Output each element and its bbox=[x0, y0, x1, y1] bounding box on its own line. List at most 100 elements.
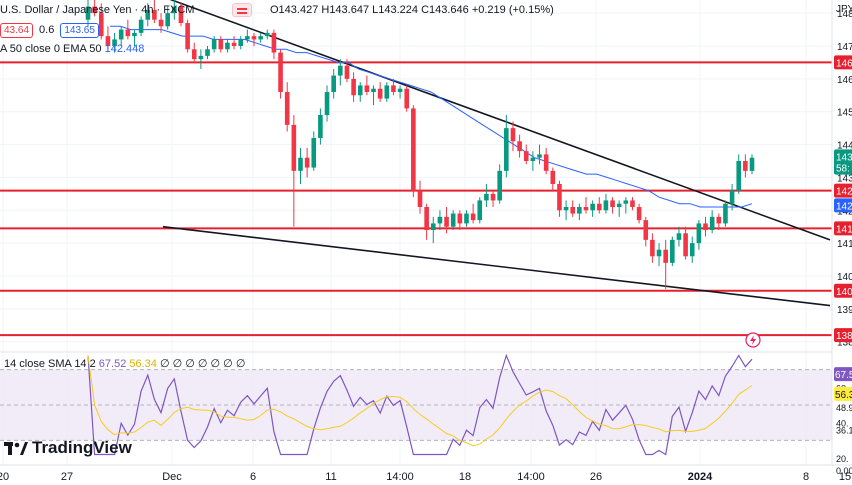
price-label: 143 bbox=[836, 152, 852, 163]
time-tick-label: 6 bbox=[250, 471, 256, 483]
visibility-icon[interactable] bbox=[232, 3, 252, 17]
rsi-pane bbox=[0, 351, 832, 456]
rsi-sma-line bbox=[87, 355, 753, 447]
price-tick-label: 145 bbox=[837, 108, 852, 119]
ohlc-readout: O143.427 H143.647 L143.224 C143.646 +0.2… bbox=[262, 2, 554, 18]
candle-body bbox=[264, 32, 270, 37]
chart-header: U.S. Dollar / Japanese Yen · 4h · FXCM bbox=[0, 2, 194, 18]
trade-buttons: 43.64 0.6 143.65 bbox=[0, 22, 99, 38]
candle-body bbox=[191, 49, 197, 60]
candle-body bbox=[577, 207, 582, 214]
candle-body bbox=[92, 6, 97, 14]
candle-body bbox=[198, 55, 204, 60]
candle-body bbox=[384, 85, 390, 99]
candle-body bbox=[304, 157, 310, 168]
candle-body bbox=[557, 184, 562, 211]
upper-trendline bbox=[169, 0, 831, 241]
price-label-bg bbox=[834, 221, 852, 236]
candle-body bbox=[749, 157, 755, 171]
time-tick-label: 26 bbox=[590, 471, 602, 483]
candle-body bbox=[616, 203, 622, 207]
rsi-label: 67.5 bbox=[835, 370, 852, 381]
candle-body bbox=[590, 203, 595, 211]
candle-body bbox=[457, 213, 463, 224]
candle-body bbox=[411, 108, 416, 191]
candle-body bbox=[397, 88, 403, 92]
candle-body bbox=[98, 13, 104, 37]
rsi-label-bg bbox=[834, 386, 852, 401]
ema-value: 142.448 bbox=[104, 43, 145, 55]
candle-body bbox=[444, 216, 449, 227]
alert-bolt-icon bbox=[750, 335, 756, 345]
time-tick-label: 11 bbox=[325, 471, 336, 483]
candle-body bbox=[696, 223, 702, 244]
candle-body bbox=[258, 36, 263, 40]
horizontal-levels bbox=[0, 61, 832, 337]
rsi-tick-label: 0.00 bbox=[836, 466, 852, 476]
time-tick-label: 14:00 bbox=[517, 471, 545, 483]
time-tick-label: 27 bbox=[61, 471, 73, 483]
time-axis: 20 27 Dec 6 11 14:00 18 14:00 26 2024 8 15 bbox=[0, 464, 852, 483]
candle-body bbox=[338, 65, 343, 76]
candle-body bbox=[351, 78, 356, 96]
candle-body bbox=[211, 39, 217, 50]
candle-body bbox=[218, 39, 224, 50]
candle-body bbox=[570, 207, 576, 214]
candle-body bbox=[371, 88, 376, 92]
candle-body bbox=[523, 151, 529, 161]
candle-body bbox=[470, 213, 476, 221]
rsi-value: 67.52 bbox=[98, 358, 127, 370]
ema-line bbox=[110, 25, 753, 208]
candle-body bbox=[530, 157, 536, 161]
sell-button[interactable]: 43.64 bbox=[0, 22, 34, 38]
buy-button[interactable]: 143.65 bbox=[60, 22, 99, 38]
price-label: 58: bbox=[836, 164, 850, 175]
ema-polyline bbox=[110, 25, 753, 208]
price-label: JPY bbox=[836, 4, 852, 15]
candle-body bbox=[464, 213, 469, 224]
rsi-line bbox=[87, 353, 753, 456]
candle-body bbox=[231, 42, 237, 46]
candle-body bbox=[112, 39, 117, 46]
price-label: 146 bbox=[836, 58, 852, 69]
candle-body bbox=[331, 75, 336, 92]
candle-body bbox=[596, 203, 602, 211]
time-tick-label: 14:00 bbox=[386, 471, 414, 483]
candle-body bbox=[278, 52, 283, 92]
candle-body bbox=[497, 170, 502, 201]
ohlc-values: O143.427 H143.647 L143.224 C143.646 +0.2… bbox=[270, 4, 554, 16]
candle-body bbox=[736, 161, 742, 191]
price-tick-label: 141 bbox=[837, 239, 852, 250]
candle-body bbox=[670, 239, 675, 263]
price-tick-label: 148 bbox=[837, 9, 852, 20]
price-label: 142 bbox=[836, 201, 852, 212]
rsi-label[interactable]: 14 close SMA 14 2 bbox=[4, 358, 96, 370]
tradingview-logo-icon bbox=[4, 442, 28, 455]
time-tick-label: 18 bbox=[459, 471, 471, 483]
ema-label[interactable]: A 50 close 0 EMA 50 bbox=[0, 43, 102, 55]
symbol-title[interactable]: U.S. Dollar / Japanese Yen · 4h · FXCM bbox=[0, 4, 195, 16]
tradingview-logo[interactable]: TradingView bbox=[4, 438, 132, 458]
candle-body bbox=[125, 29, 131, 37]
candle-body bbox=[729, 190, 735, 204]
price-tick-label: 143 bbox=[837, 173, 852, 184]
price-label-bg bbox=[834, 149, 852, 164]
candle-body bbox=[504, 128, 509, 171]
candle-body bbox=[225, 42, 230, 50]
price-label-bg bbox=[834, 55, 852, 70]
candle-body bbox=[391, 85, 396, 92]
rsi-tick-label: 48.9 bbox=[836, 403, 852, 413]
candle-body bbox=[118, 29, 124, 40]
candle-body bbox=[450, 213, 456, 227]
price-label: 142 bbox=[836, 187, 852, 198]
candle-body bbox=[238, 39, 244, 46]
price-label-bg bbox=[834, 183, 852, 198]
candle-body bbox=[85, 6, 91, 20]
price-tick-label: 139 bbox=[837, 305, 852, 316]
candle-body bbox=[510, 128, 516, 142]
candle-body bbox=[610, 200, 615, 207]
candle-body bbox=[138, 19, 144, 33]
price-tick-label: 140 bbox=[837, 272, 852, 283]
candle-body bbox=[344, 65, 350, 79]
